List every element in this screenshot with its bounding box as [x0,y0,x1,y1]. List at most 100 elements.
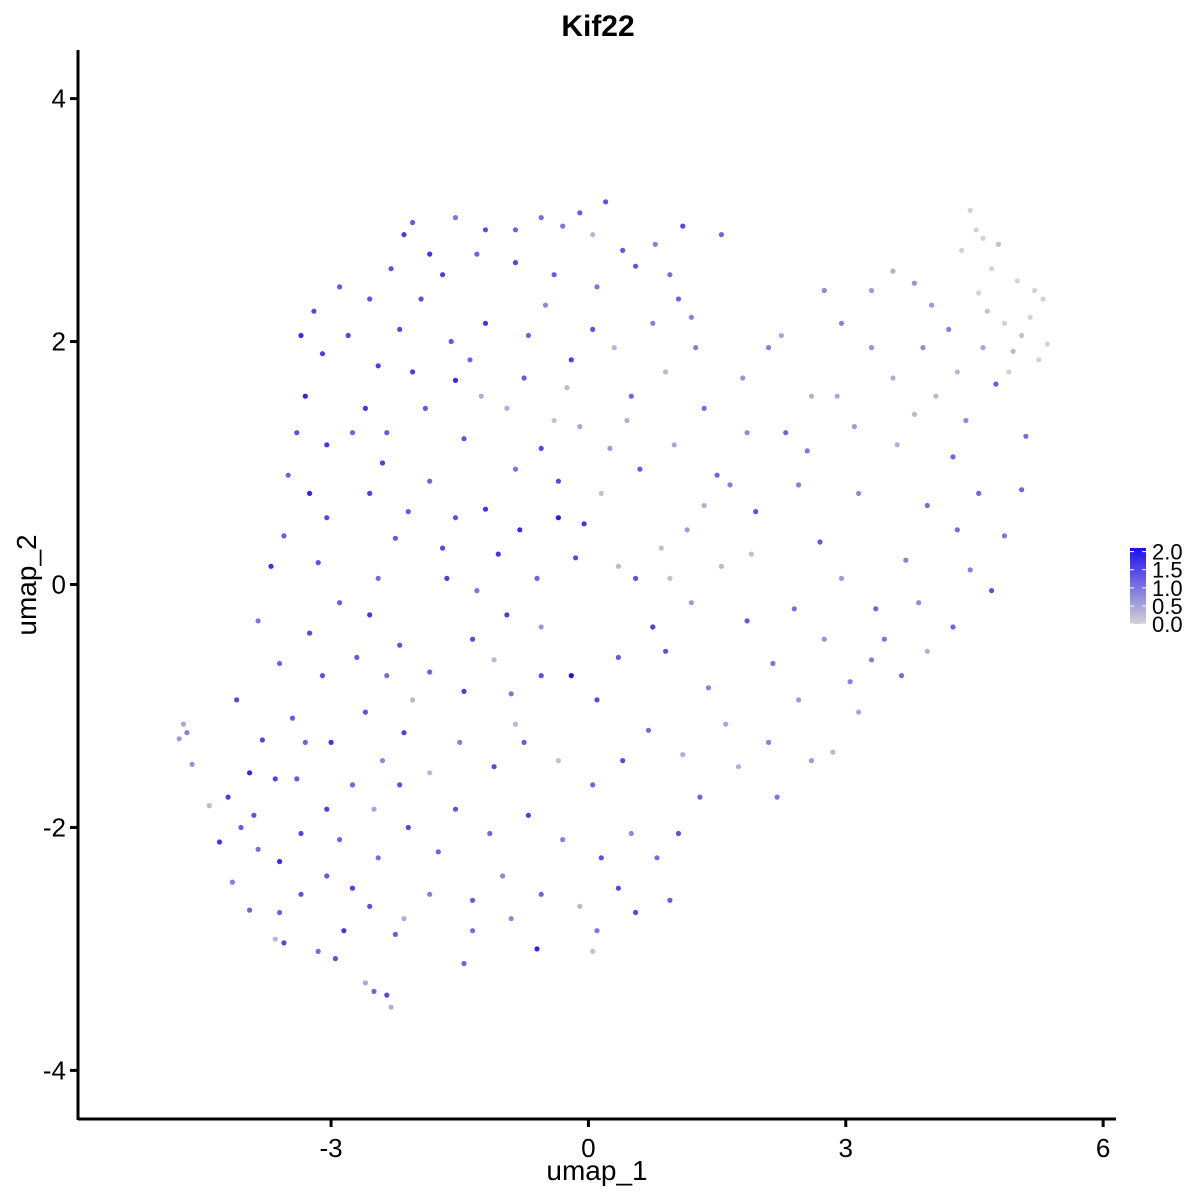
data-point [770,660,776,667]
data-point [384,430,390,436]
data-point [371,988,377,995]
data-point [410,219,416,226]
data-point [495,551,501,557]
data-point [255,618,261,624]
data-point [723,721,729,727]
data-point [332,956,338,962]
data-point [984,308,990,314]
data-point [367,296,373,302]
data-point [1044,341,1050,347]
x-tick-label: -3 [320,1133,343,1163]
data-point [298,891,304,897]
data-point [791,606,797,612]
data-point [324,515,330,521]
data-point [954,527,960,533]
data-point [920,345,926,351]
data-point [418,296,424,302]
data-point [401,916,407,922]
data-point [538,215,544,221]
data-point [838,575,845,582]
data-point [628,830,634,837]
data-point [705,685,712,691]
data-point [302,739,308,746]
data-point [590,948,596,955]
data-point [319,673,326,679]
data-point [375,363,381,369]
data-point [285,472,291,478]
data-point [457,739,463,746]
colorbar-tick-label: 0.5 [1152,594,1183,619]
data-point [615,563,622,569]
data-point [388,266,394,272]
data-point [590,326,596,332]
data-point [397,642,403,648]
data-point [633,263,639,269]
data-point [560,223,566,229]
y-tick-label: 2 [52,327,66,357]
data-point [973,227,979,233]
data-point [302,393,308,399]
data-point [744,618,750,624]
data-point [298,830,304,837]
data-point [671,442,677,448]
data-point [470,897,476,903]
data-point [452,215,459,221]
x-axis-ticks: -3 0 3 6 [320,1119,1110,1163]
data-point [650,320,656,326]
data-point [933,393,939,399]
data-point [564,385,570,391]
data-point [281,533,287,539]
data-point [482,227,489,233]
data-point [311,308,317,314]
data-point [512,227,519,233]
data-point [255,846,261,852]
data-point [959,247,965,253]
data-point [663,648,669,654]
data-point [517,527,523,533]
data-point [427,891,433,897]
data-point [620,758,626,764]
data-point [624,417,630,424]
data-point [796,482,802,488]
data-point [512,260,519,266]
data-point [337,837,343,843]
data-point [551,272,557,278]
data-point [405,824,411,831]
data-point [916,600,922,606]
data-point [633,575,639,582]
data-point [594,697,600,703]
data-point [452,806,459,812]
data-point [500,873,506,879]
data-point [1014,278,1020,284]
data-point [615,885,622,891]
data-point [467,357,473,363]
data-point [324,806,330,812]
data-point [744,430,750,436]
data-point [1006,369,1012,375]
data-point [216,839,223,845]
data-point [461,960,467,967]
data-point [658,545,664,551]
data-point [873,606,879,612]
data-point [633,909,639,916]
data-point [345,332,351,339]
data-point [470,928,476,934]
data-point [603,199,609,205]
data-point [349,782,356,788]
data-point [234,697,240,703]
data-point [976,490,982,496]
data-point [954,369,960,375]
data-point [461,436,467,442]
data-point [989,588,995,594]
data-point [1023,433,1029,439]
data-point [620,247,626,253]
data-point [508,691,514,697]
data-point [427,251,433,257]
data-point [422,405,428,411]
data-point [337,600,343,606]
data-point [701,405,707,411]
data-point [688,600,695,606]
data-point [534,946,540,952]
data-point [735,764,742,770]
x-tick-label: 3 [839,1133,853,1163]
